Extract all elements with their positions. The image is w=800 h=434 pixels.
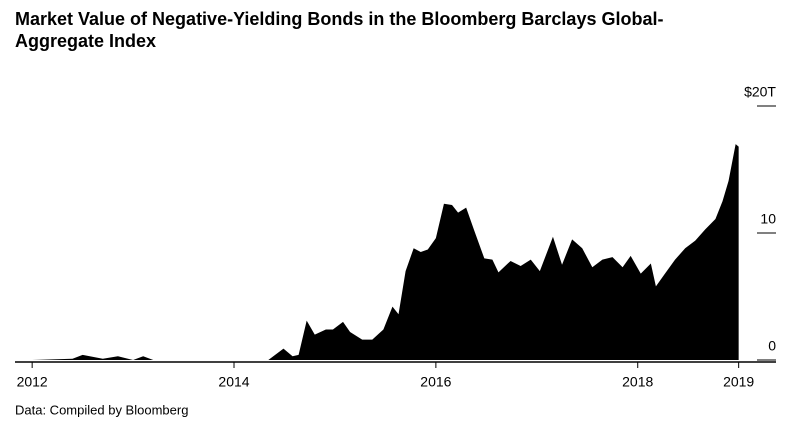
source-note: Data: Compiled by Bloomberg [15, 402, 188, 417]
x-tick-label: 2014 [218, 374, 249, 390]
y-tick-label: 10 [760, 211, 776, 227]
area [32, 144, 739, 360]
x-tick-label: 2019 [723, 374, 754, 390]
x-tick-label: 2016 [420, 374, 451, 390]
y-tick-label: $20T [744, 84, 776, 100]
x-tick-label: 2012 [17, 374, 48, 390]
chart-title: Market Value of Negative-Yielding Bonds … [15, 9, 664, 51]
x-tick-label: 2018 [622, 374, 653, 390]
y-tick-label: 0 [768, 338, 776, 354]
